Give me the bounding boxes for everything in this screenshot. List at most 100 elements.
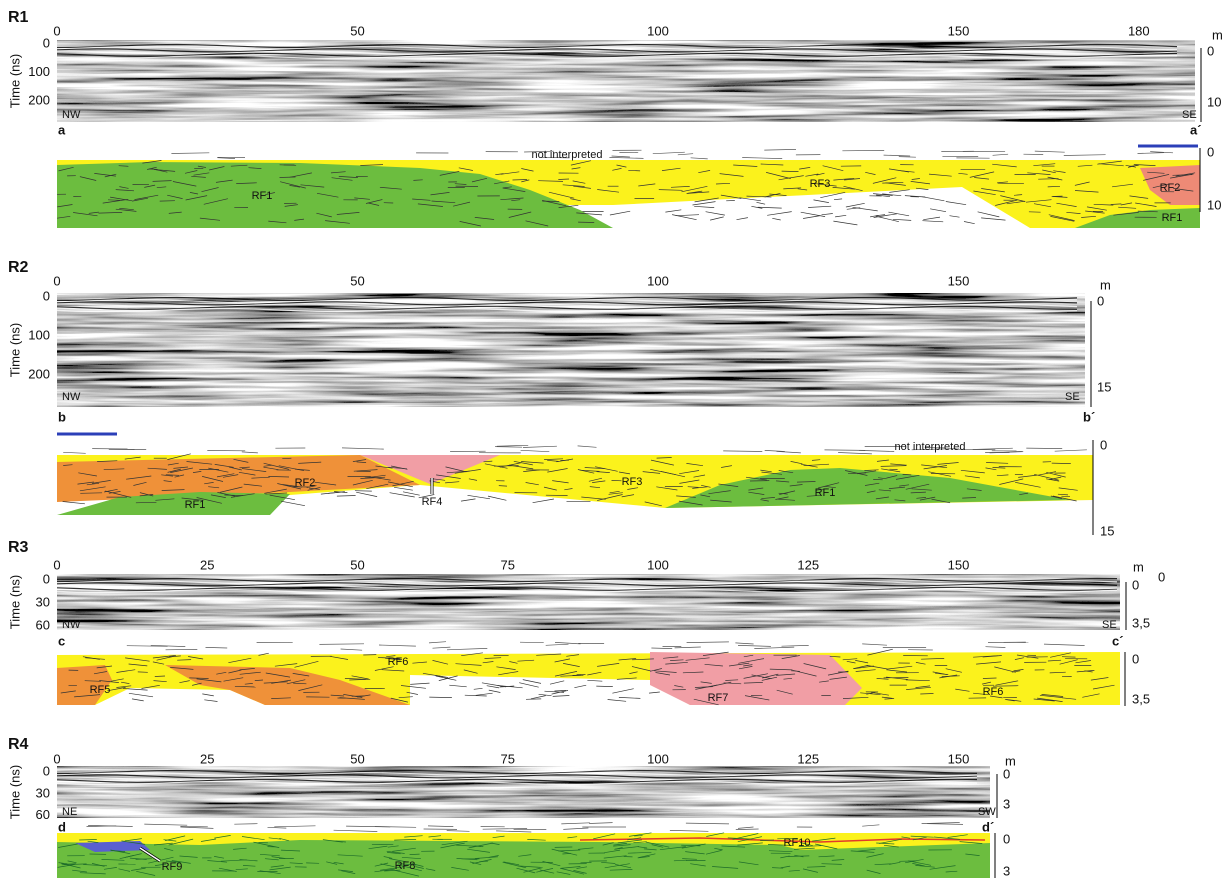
reflector-line	[1120, 202, 1133, 206]
reflector-line	[1046, 478, 1060, 482]
reflector-line	[111, 678, 124, 682]
surface-line	[985, 646, 1006, 648]
reflector-line	[487, 495, 507, 501]
surface-line	[171, 152, 210, 154]
reflector-line	[461, 652, 483, 657]
reflector-line	[168, 211, 182, 214]
reflector-line	[706, 832, 725, 837]
reflector-line	[738, 861, 759, 866]
reflector-line	[850, 850, 875, 853]
reflector-line	[604, 849, 621, 854]
reflector-line	[210, 494, 226, 498]
time-axis-label: Time (ns)	[7, 765, 22, 819]
reflector-line	[930, 208, 947, 213]
reflector-line	[1143, 174, 1170, 181]
reflector-line	[62, 501, 85, 505]
unit-label: RF6	[388, 656, 409, 668]
reflector-line	[209, 166, 225, 171]
reflector-line	[242, 865, 256, 867]
reflector-line	[567, 836, 578, 839]
reflector-line	[509, 661, 518, 664]
reflection	[56, 580, 1118, 585]
reflector-line	[981, 188, 1005, 193]
reflector-line	[649, 668, 662, 672]
reflector-line	[389, 492, 415, 498]
reflector-line	[736, 217, 748, 221]
reflector-line	[973, 190, 996, 196]
reflector-line	[1033, 163, 1056, 167]
reflector-line	[915, 685, 931, 688]
reflector-line	[589, 486, 601, 489]
reflector-line	[744, 695, 770, 701]
reflector-line	[139, 494, 154, 497]
reflector-line	[612, 168, 622, 171]
reflector-line	[264, 858, 279, 861]
reflector-line	[1000, 195, 1026, 202]
reflector-line	[1006, 200, 1025, 205]
reflector-line	[902, 474, 912, 476]
reflector-line	[596, 685, 613, 687]
reflector-line	[1061, 697, 1077, 700]
reflector-line	[238, 471, 256, 476]
surface-line	[216, 157, 236, 159]
reflector-line	[867, 648, 893, 656]
reflector-line	[167, 468, 181, 473]
surface-line	[824, 449, 866, 451]
reflector-line	[654, 670, 677, 673]
reflector-line	[239, 671, 261, 675]
reflector-line	[627, 487, 639, 490]
unit-label: RF8	[395, 860, 416, 872]
reflector-line	[349, 678, 371, 681]
reflector-line	[391, 465, 408, 470]
reflector-line	[873, 213, 898, 218]
reflector-line	[835, 214, 847, 218]
reflector-line	[614, 863, 632, 869]
reflector-line	[539, 869, 555, 874]
reflector-line	[167, 453, 191, 460]
reflector-line	[808, 205, 832, 208]
reflector-line	[1050, 495, 1063, 499]
reflector-line	[316, 212, 332, 218]
reflector-line	[265, 492, 288, 495]
reflector-line	[973, 692, 989, 696]
reflector-line	[1152, 183, 1170, 189]
reflector-line	[432, 660, 449, 665]
reflector-line	[845, 202, 865, 208]
reflector-line	[921, 464, 948, 469]
reflector-line	[873, 193, 893, 196]
reflector-line	[708, 490, 731, 495]
reflector-line	[265, 192, 275, 196]
reflector-line	[803, 663, 827, 670]
reflector-line	[128, 692, 154, 698]
reflector-line	[1047, 659, 1062, 662]
reflector-line	[517, 865, 541, 868]
reflector-line	[335, 840, 346, 843]
reflector-line	[439, 171, 460, 176]
reflector-line	[216, 671, 227, 675]
reflector-line	[883, 844, 899, 848]
reflector-line	[294, 660, 319, 668]
distance-tick-label: 50	[350, 23, 364, 38]
reflector-line	[270, 865, 284, 868]
reflector-line	[743, 682, 763, 684]
reflector-line	[772, 217, 781, 221]
reflector-line	[486, 685, 500, 689]
reflection	[56, 780, 978, 786]
unit-label: RF3	[810, 178, 831, 190]
reflector-line	[119, 207, 134, 211]
surface-line	[754, 646, 795, 649]
reflector-line	[700, 681, 712, 684]
reflector-line	[815, 488, 827, 491]
reflector-line	[139, 492, 154, 497]
reflector-line	[721, 845, 746, 848]
reflector-line	[58, 166, 74, 172]
reflector-line	[367, 202, 380, 206]
reflector-line	[104, 488, 118, 493]
reflector-line	[204, 482, 214, 485]
section-label: a´	[1190, 122, 1202, 137]
reflector-line	[235, 868, 248, 871]
reflector-line	[560, 674, 584, 677]
reflector-line	[469, 861, 482, 866]
reflector-line	[233, 847, 247, 850]
reflector-line	[394, 839, 417, 841]
